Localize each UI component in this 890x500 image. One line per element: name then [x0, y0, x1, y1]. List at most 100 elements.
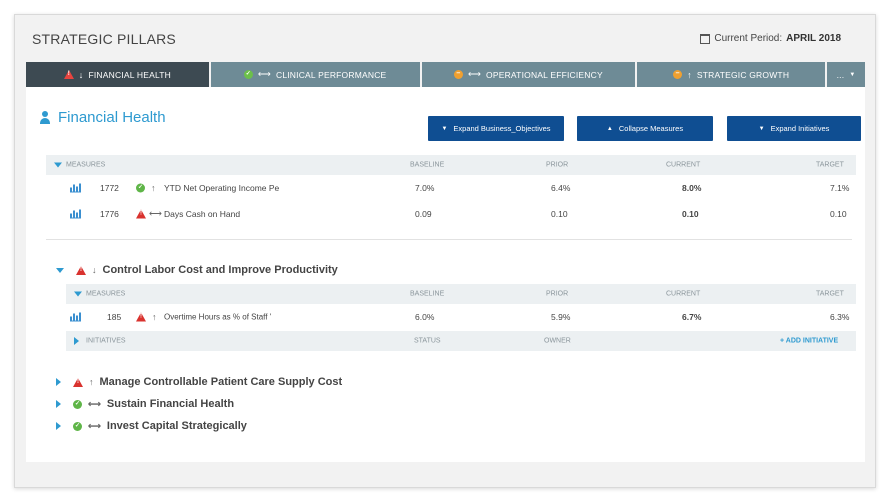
arrow-up-icon: ↑	[687, 69, 692, 80]
arrow-flat-icon: ⟷	[467, 69, 482, 79]
calendar-icon	[700, 33, 711, 44]
button-label: Expand Initiatives	[770, 124, 830, 133]
minus-circle-icon: –	[453, 70, 463, 79]
tab-label: FINANCIAL HEALTH	[88, 69, 172, 80]
measure-current: 8.0%	[682, 183, 702, 193]
tab-financial-health[interactable]: ↓ FINANCIAL HEALTH	[26, 62, 211, 87]
period-value: APRIL 2018	[786, 33, 841, 44]
page-header: STRATEGIC PILLARS Current Period: APRIL …	[15, 15, 875, 63]
arrow-up-icon: ↑	[151, 183, 156, 193]
col-initiatives: INITIATIVES	[86, 337, 126, 345]
section-divider	[46, 239, 852, 240]
caret-down-icon[interactable]	[56, 267, 64, 273]
arrow-down-icon: ↓	[78, 69, 84, 80]
objective-title[interactable]: Sustain Financial Health	[106, 398, 235, 410]
measure-name[interactable]: YTD Net Operating Income Pe	[164, 183, 280, 193]
more-label: ...	[836, 69, 845, 80]
arrow-up-icon: ↑	[89, 377, 94, 387]
objective-patient-care-supply[interactable]: ↑ Manage Controllable Patient Care Suppl…	[56, 376, 342, 388]
section-title: Financial Health	[58, 109, 166, 126]
table-row[interactable]: 185 ↑ Overtime Hours as % of Staff ' 6.0…	[66, 304, 856, 330]
col-target: TARGET	[816, 161, 844, 169]
col-measures: MEASURES	[86, 290, 126, 298]
measure-name[interactable]: Overtime Hours as % of Staff '	[164, 312, 272, 322]
check-circle-icon: ✓	[73, 421, 82, 431]
measure-id: 1772	[100, 183, 119, 193]
col-status: STATUS	[414, 337, 441, 345]
warning-triangle-icon	[63, 70, 74, 79]
col-owner: OWNER	[544, 337, 571, 345]
section-header: Financial Health	[40, 109, 166, 126]
arrow-flat-icon: ⟷	[88, 398, 101, 409]
measure-baseline: 6.0%	[415, 312, 435, 322]
measure-baseline: 0.09	[415, 209, 432, 219]
measure-target: 0.10	[830, 209, 847, 219]
button-label: Expand Business_Objectives	[453, 124, 551, 133]
caret-right-icon[interactable]	[56, 378, 61, 386]
tab-strategic-growth[interactable]: – ↑ STRATEGIC GROWTH	[637, 62, 828, 87]
expand-initiatives-button[interactable]: ▼ Expand Initiatives	[727, 116, 861, 141]
col-prior: PRIOR	[546, 290, 569, 298]
arrow-flat-icon: ⟷	[88, 420, 101, 431]
objective-title[interactable]: Invest Capital Strategically	[106, 420, 247, 432]
tab-clinical-performance[interactable]: ✓ ⟷ CLINICAL PERFORMANCE	[210, 62, 422, 87]
tab-label: CLINICAL PERFORMANCE	[275, 69, 387, 80]
tab-label: OPERATIONAL EFFICIENCY	[486, 69, 603, 80]
col-current: CURRENT	[666, 290, 701, 298]
minus-circle-icon: –	[673, 70, 683, 79]
measure-name[interactable]: Days Cash on Hand	[164, 209, 241, 219]
person-icon	[40, 111, 50, 124]
chevron-down-icon: ▼	[849, 71, 856, 78]
tab-operational-efficiency[interactable]: – ⟷ OPERATIONAL EFFICIENCY	[421, 62, 638, 87]
arrow-flat-icon: ⟷	[257, 69, 271, 79]
add-initiative-link[interactable]: + ADD INITIATIVE	[780, 337, 839, 345]
app-window: STRATEGIC PILLARS Current Period: APRIL …	[14, 14, 876, 488]
table-row[interactable]: 1772 ✓ ↑ YTD Net Operating Income Pe 7.0…	[46, 175, 856, 201]
measure-prior: 6.4%	[551, 183, 571, 193]
caret-right-icon[interactable]	[56, 400, 61, 408]
pillar-tabs: ↓ FINANCIAL HEALTH ✓ ⟷ CLINICAL PERFORMA…	[26, 62, 866, 87]
current-period: Current Period: APRIL 2018	[700, 33, 841, 44]
objective-title[interactable]: Control Labor Cost and Improve Productiv…	[102, 264, 338, 276]
measures-header: MEASURES BASELINE PRIOR CURRENT TARGET	[46, 155, 856, 175]
collapse-measures-button[interactable]: ▲ Collapse Measures	[577, 116, 713, 141]
check-circle-icon: ✓	[243, 70, 253, 79]
table-row[interactable]: 1776 ⟷ Days Cash on Hand 0.09 0.10 0.10 …	[46, 201, 856, 227]
caret-right-icon	[74, 337, 79, 345]
arrow-flat-icon: ⟷	[149, 208, 162, 219]
warning-triangle-icon	[73, 377, 83, 387]
button-label: Collapse Measures	[618, 124, 684, 133]
caret-right-icon[interactable]	[56, 422, 61, 430]
col-baseline: BASELINE	[410, 290, 445, 298]
col-current: CURRENT	[666, 161, 701, 169]
measure-prior: 0.10	[551, 209, 568, 219]
col-measures: MEASURES	[66, 161, 106, 169]
caret-up-icon: ▲	[606, 125, 613, 132]
expand-objectives-button[interactable]: ▼ Expand Business_Objectives	[428, 116, 564, 141]
col-prior: PRIOR	[546, 161, 569, 169]
measure-id: 185	[107, 312, 122, 322]
objective-sustain-financial-health[interactable]: ✓ ⟷ Sustain Financial Health	[56, 398, 234, 410]
more-tabs-button[interactable]: ... ▼	[827, 62, 866, 87]
measure-current: 6.7%	[682, 312, 702, 322]
caret-down-icon	[74, 291, 82, 297]
pillar-content: Financial Health ▼ Expand Business_Objec…	[26, 87, 865, 462]
caret-down-icon	[54, 162, 62, 168]
page-title: STRATEGIC PILLARS	[32, 31, 176, 47]
objective-title[interactable]: Manage Controllable Patient Care Supply …	[99, 376, 343, 388]
tab-label: STRATEGIC GROWTH	[696, 69, 790, 80]
objective-control-labor[interactable]: ↓ Control Labor Cost and Improve Product…	[56, 264, 338, 276]
period-label: Current Period:	[714, 33, 783, 44]
objective-measures-header: MEASURES BASELINE PRIOR CURRENT TARGET	[66, 284, 856, 304]
caret-down-icon: ▼	[441, 125, 448, 132]
col-baseline: BASELINE	[410, 161, 445, 169]
measure-baseline: 7.0%	[415, 183, 435, 193]
measure-target: 7.1%	[830, 183, 850, 193]
warning-triangle-icon	[76, 265, 86, 275]
arrow-up-icon: ↑	[152, 312, 157, 322]
objective-invest-capital[interactable]: ✓ ⟷ Invest Capital Strategically	[56, 420, 247, 432]
measure-prior: 5.9%	[551, 312, 571, 322]
measure-target: 6.3%	[830, 312, 850, 322]
initiatives-header: INITIATIVES STATUS OWNER + ADD INITIATIV…	[66, 331, 856, 351]
col-target: TARGET	[816, 290, 844, 298]
